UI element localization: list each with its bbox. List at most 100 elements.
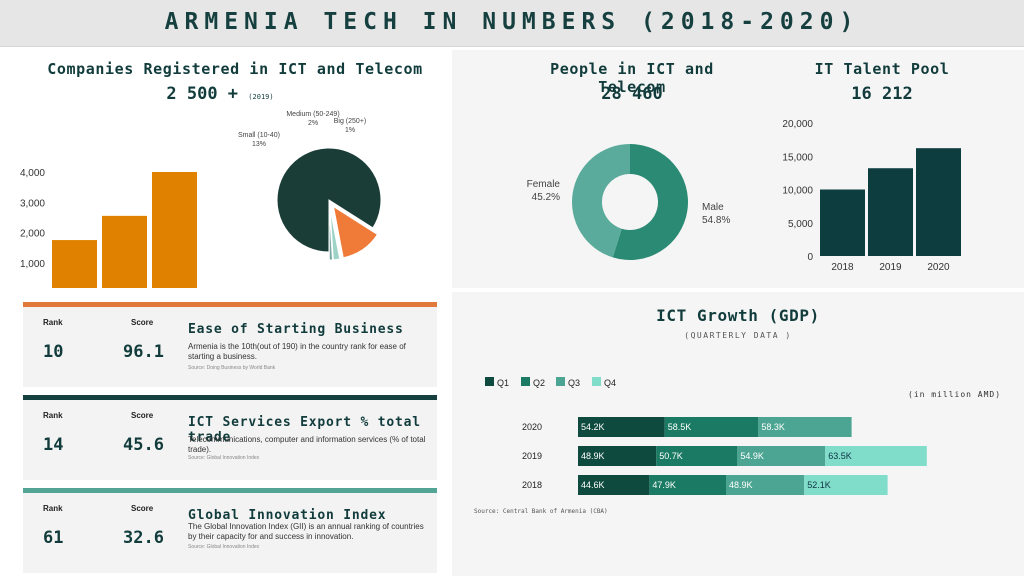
talent-total: 16 212 bbox=[851, 84, 913, 104]
pie-slice bbox=[328, 207, 334, 261]
card-title: Global Innovation Index bbox=[188, 508, 387, 523]
bar-segment bbox=[804, 475, 888, 495]
pie-slice bbox=[332, 205, 379, 259]
ranking-card: Rank Score 14 45.6 ICT Services Export %… bbox=[23, 395, 437, 480]
legend-swatch bbox=[485, 377, 494, 386]
legend-swatch bbox=[592, 377, 601, 386]
y-tick-label: 2020 bbox=[522, 422, 542, 432]
slice-value: 54.8% bbox=[702, 215, 730, 226]
card-title: ICT Services Export % total trade bbox=[188, 415, 421, 445]
talent-pool-chart: 0 5,000 10,000 15,000 20,000 2018 2019 2020 bbox=[782, 119, 961, 273]
bar bbox=[916, 148, 961, 256]
bar-segment bbox=[578, 475, 650, 495]
score-label: Score bbox=[131, 504, 154, 513]
gdp-stacked-bar-chart: Q1 Q2 Q3 Q4 2020 54.2K 58.5K 58.3K 2019 48.9K 50.7… bbox=[485, 377, 927, 495]
header-bar: ARMENIA TECH IN NUMBERS (2018-2020) bbox=[0, 0, 1024, 47]
people-panel: People in ICT and Telecom 28 460 IT Tale… bbox=[452, 50, 1024, 288]
data-label: 58.5K bbox=[668, 422, 692, 432]
pie-slice bbox=[276, 147, 382, 253]
card-accent-bar bbox=[23, 302, 437, 307]
bar-segment bbox=[656, 446, 738, 466]
bar bbox=[820, 189, 865, 256]
y-tick-label: 2,000 bbox=[20, 229, 45, 240]
gdp-unit: (in million AMD) bbox=[908, 390, 1002, 399]
card-source: Source: Global Innovation Index bbox=[188, 455, 260, 461]
legend-swatch bbox=[521, 377, 530, 386]
y-tick-label: 3,000 bbox=[20, 198, 45, 209]
bar-segment bbox=[664, 417, 759, 437]
y-tick-label: 2019 bbox=[522, 451, 542, 461]
legend-label: Q3 bbox=[568, 378, 580, 388]
data-label: 48.9K bbox=[581, 451, 605, 461]
slice-label: Male bbox=[702, 202, 724, 213]
bar-segment bbox=[726, 475, 805, 495]
data-label: 58.3K bbox=[761, 422, 785, 432]
companies-growth-chart: 01,0002,0003,0004,000201820192020Growth … bbox=[20, 168, 197, 288]
y-tick-label: 5,000 bbox=[788, 219, 813, 230]
gender-donut-chart: Male 54.8% Female 45.2% bbox=[527, 144, 730, 260]
legend-swatch bbox=[556, 377, 565, 386]
data-label: 44.6K bbox=[581, 480, 605, 490]
y-tick-label: 10,000 bbox=[782, 186, 813, 197]
gdp-subtitle: (QUARTERLY DATA ) bbox=[684, 331, 792, 340]
gdp-panel: ICT Growth (GDP) (QUARTERLY DATA ) (in m… bbox=[452, 292, 1024, 576]
card-accent-bar bbox=[23, 395, 437, 400]
score-value: 96.1 bbox=[123, 342, 164, 362]
legend-label: Q4 bbox=[604, 378, 616, 388]
bar bbox=[52, 240, 97, 288]
data-label: 54.2K bbox=[581, 422, 605, 432]
companies-total: 2 500 + (2019) bbox=[130, 84, 310, 104]
score-label: Score bbox=[131, 318, 154, 327]
page-title: ARMENIA TECH IN NUMBERS (2018-2020) bbox=[164, 9, 860, 35]
data-label: 52.1K bbox=[807, 480, 831, 490]
rank-value: 10 bbox=[43, 342, 64, 362]
data-label: 63.5K bbox=[828, 451, 852, 461]
card-source: Source: Global Innovation Index bbox=[188, 544, 260, 550]
rank-label: Rank bbox=[43, 411, 63, 420]
card-description: Telecommunications, computer and informa… bbox=[188, 435, 426, 454]
bar bbox=[102, 215, 147, 288]
score-value: 32.6 bbox=[123, 528, 164, 548]
bar-segment bbox=[758, 417, 852, 437]
data-label: 48.9K bbox=[729, 480, 753, 490]
pie-slice bbox=[329, 207, 341, 261]
ranking-card: Rank Score 61 32.6 Global Innovation Ind… bbox=[23, 488, 437, 573]
y-tick-label: 1,000 bbox=[20, 259, 45, 270]
companies-panel: Companies Registered in ICT and Telecom … bbox=[0, 50, 448, 288]
bar bbox=[152, 172, 197, 288]
data-label: 54.9K bbox=[740, 451, 764, 461]
legend-label: Q1 bbox=[497, 378, 509, 388]
bar-segment bbox=[737, 446, 826, 466]
slice-label: Medium (50-249) bbox=[286, 111, 339, 118]
y-tick-label: 20,000 bbox=[782, 119, 813, 130]
companies-title: Companies Registered in ICT and Telecom bbox=[47, 60, 423, 78]
legend-label: Q2 bbox=[533, 378, 545, 388]
slice-value: 13% bbox=[252, 141, 266, 148]
gdp-source: Source: Central Bank of Armenia (CBA) bbox=[474, 508, 608, 515]
rankings-panel: Rank Score 10 96.1 Ease of Starting Busi… bbox=[0, 292, 448, 576]
x-tick-label: 2020 bbox=[927, 262, 950, 273]
bar-segment bbox=[578, 446, 657, 466]
company-size-pie-chart: Micro (1-9)84%Small (10-40)13%Medium (50… bbox=[238, 111, 382, 261]
rank-value: 14 bbox=[43, 435, 64, 455]
people-total: 28 460 bbox=[601, 84, 663, 104]
card-description: Armenia is the 10th(out of 190) in the c… bbox=[188, 342, 406, 361]
donut-slice bbox=[572, 144, 630, 258]
rank-label: Rank bbox=[43, 318, 63, 327]
slice-value: 1% bbox=[345, 127, 355, 134]
score-label: Score bbox=[131, 411, 154, 420]
donut-slice bbox=[612, 144, 688, 260]
rank-label: Rank bbox=[43, 504, 63, 513]
y-tick-label: 4,000 bbox=[20, 168, 45, 179]
slice-value: 2% bbox=[308, 120, 318, 127]
score-value: 45.6 bbox=[123, 435, 164, 455]
data-label: 50.7K bbox=[659, 451, 683, 461]
ranking-card: Rank Score 10 96.1 Ease of Starting Busi… bbox=[23, 302, 437, 387]
companies-total-value: 2 500 + bbox=[166, 84, 239, 104]
gdp-title: ICT Growth (GDP) bbox=[656, 306, 820, 325]
card-description: The Global Innovation Index (GII) is an … bbox=[188, 522, 424, 541]
slice-label: Big (250+) bbox=[334, 118, 367, 125]
bar-segment bbox=[825, 446, 927, 466]
bar bbox=[868, 168, 913, 256]
bar-segment bbox=[649, 475, 726, 495]
